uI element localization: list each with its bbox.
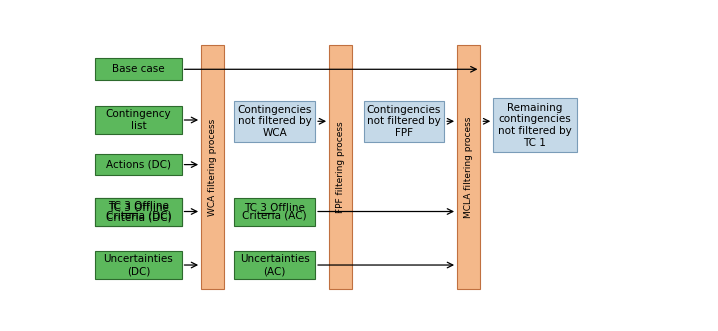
Bar (95, 154, 182, 175)
Text: TC 3 Offline: TC 3 Offline (244, 203, 305, 213)
Text: WCA filtering process: WCA filtering process (208, 118, 218, 216)
Bar (457, 45, 480, 290)
Text: FPF filtering process: FPF filtering process (336, 121, 345, 213)
Bar (234, 251, 315, 279)
Bar (329, 45, 353, 290)
Text: Base case: Base case (112, 64, 164, 74)
Text: Remaining
contingencies
not filtered by
TC 1: Remaining contingencies not filtered by … (498, 103, 572, 148)
Bar (493, 98, 577, 152)
Text: Criteria (DC): Criteria (DC) (106, 210, 172, 220)
Bar (363, 101, 444, 142)
Text: Criteria (AC): Criteria (AC) (243, 210, 307, 220)
Text: Uncertainties
(DC): Uncertainties (DC) (103, 255, 173, 276)
Bar (234, 101, 315, 142)
Text: Actions (DC): Actions (DC) (106, 160, 171, 169)
Text: TC 3 Offline
Criteria (DC): TC 3 Offline Criteria (DC) (106, 201, 172, 222)
Bar (95, 198, 182, 226)
Text: Contingencies
not filtered by
FPF: Contingencies not filtered by FPF (367, 105, 441, 138)
Bar (95, 198, 182, 226)
Bar (95, 106, 182, 134)
Bar (95, 58, 182, 80)
Text: Contingency
list: Contingency list (106, 109, 172, 131)
Bar (234, 198, 315, 226)
Bar (201, 45, 225, 290)
Text: TC 3 Offline: TC 3 Offline (108, 203, 169, 213)
Text: Contingencies
not filtered by
WCA: Contingencies not filtered by WCA (238, 105, 312, 138)
Text: MCLA filtering process: MCLA filtering process (465, 117, 473, 218)
Bar (95, 251, 182, 279)
Text: Uncertainties
(AC): Uncertainties (AC) (240, 255, 309, 276)
